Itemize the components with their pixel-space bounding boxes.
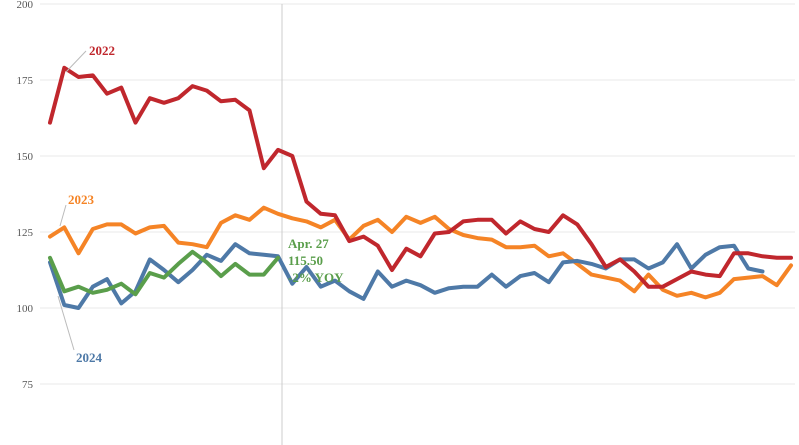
gridlines	[40, 3, 795, 385]
y-tick-label: 175	[17, 75, 34, 87]
series-lines	[48, 65, 793, 310]
label-leader-2023	[59, 204, 67, 227]
y-tick-label: 100	[17, 303, 34, 315]
series-line-2023	[48, 205, 793, 300]
y-tick-label: 75	[22, 379, 34, 391]
series-label-2024: 2024	[76, 350, 103, 365]
series-label-2023: 2023	[68, 192, 95, 207]
annotation-yoy: -2% YOY	[288, 270, 344, 285]
y-tick-label: 125	[17, 227, 34, 239]
annotation-value: 115.50	[288, 253, 323, 268]
label-leader-2024	[57, 295, 75, 351]
y-tick-label: 150	[17, 151, 34, 163]
y-axis-ticks: 75 100 125 150 175 200	[17, 0, 34, 391]
label-leader-2022	[65, 50, 87, 73]
series-label-2022: 2022	[89, 43, 115, 58]
y-tick-label: 200	[17, 0, 34, 11]
series-line-2022	[48, 65, 793, 289]
series-line-current	[48, 249, 280, 297]
annotation-date: Apr. 27	[288, 236, 329, 251]
